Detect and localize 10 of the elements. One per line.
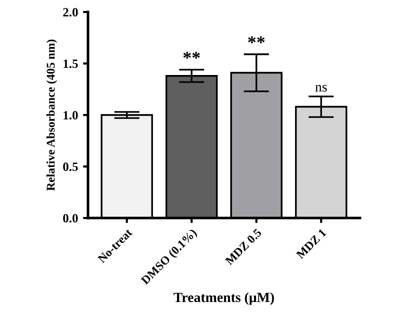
x-axis-title: Treatments (μM) bbox=[174, 292, 274, 305]
y-tick-label: 0.0 bbox=[63, 214, 78, 223]
annotation: ** bbox=[248, 36, 265, 44]
y-tick-label: 2.0 bbox=[63, 8, 78, 17]
annotation: ** bbox=[183, 52, 200, 59]
annotation: ns bbox=[315, 84, 327, 92]
y-tick-label: 0.5 bbox=[63, 162, 78, 172]
y-tick-label: 1.0 bbox=[64, 111, 78, 120]
y-tick-label: 1.5 bbox=[64, 60, 78, 68]
y-axis-title: Relative Absorbance (405 nm) bbox=[46, 40, 58, 191]
